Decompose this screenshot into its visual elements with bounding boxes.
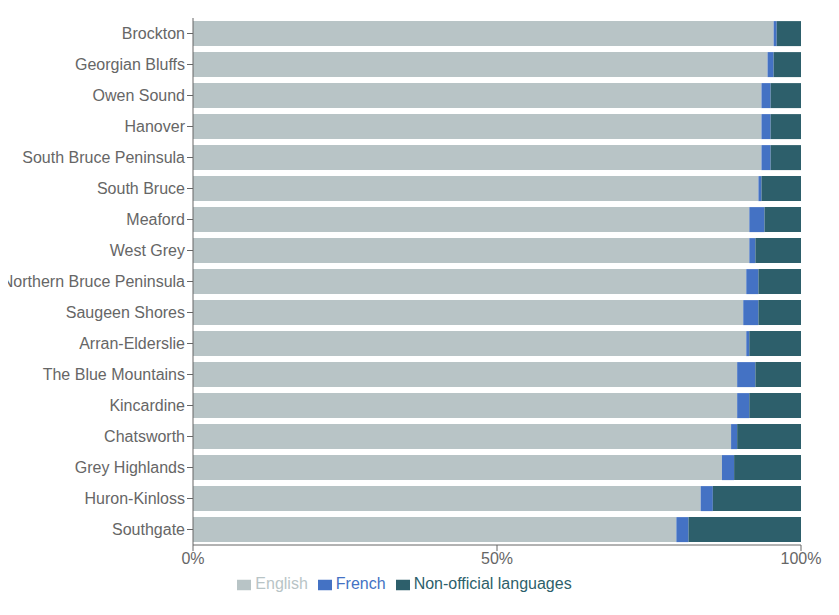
svg-text:Huron-Kinloss: Huron-Kinloss (85, 490, 185, 507)
svg-text:Georgian Bluffs: Georgian Bluffs (75, 56, 185, 73)
svg-text:Northern Bruce Peninsula: Northern Bruce Peninsula (8, 273, 185, 290)
svg-text:100%: 100% (781, 550, 822, 567)
svg-text:0%: 0% (181, 550, 204, 567)
svg-text:Saugeen Shores: Saugeen Shores (66, 304, 185, 321)
svg-text:Grey Highlands: Grey Highlands (75, 459, 185, 476)
svg-text:South Bruce Peninsula: South Bruce Peninsula (22, 149, 185, 166)
svg-text:South Bruce: South Bruce (97, 180, 185, 197)
svg-text:Chatsworth: Chatsworth (104, 428, 185, 445)
svg-text:West Grey: West Grey (110, 242, 185, 259)
svg-text:Brockton: Brockton (122, 25, 185, 42)
html-text:Non-official languages: Non-official languages (413, 575, 572, 592)
svg-text:Southgate: Southgate (112, 521, 185, 538)
html-text:French: French (335, 575, 386, 592)
svg-text:50%: 50% (481, 550, 513, 567)
html-text:English: English (255, 575, 308, 592)
svg-text:Hanover: Hanover (125, 118, 186, 135)
svg-text:The Blue Mountains: The Blue Mountains (43, 366, 185, 383)
svg-text:Kincardine: Kincardine (109, 397, 185, 414)
svg-text:Meaford: Meaford (126, 211, 185, 228)
svg-text:Owen Sound: Owen Sound (92, 87, 185, 104)
svg-text:Arran-Elderslie: Arran-Elderslie (79, 335, 185, 352)
